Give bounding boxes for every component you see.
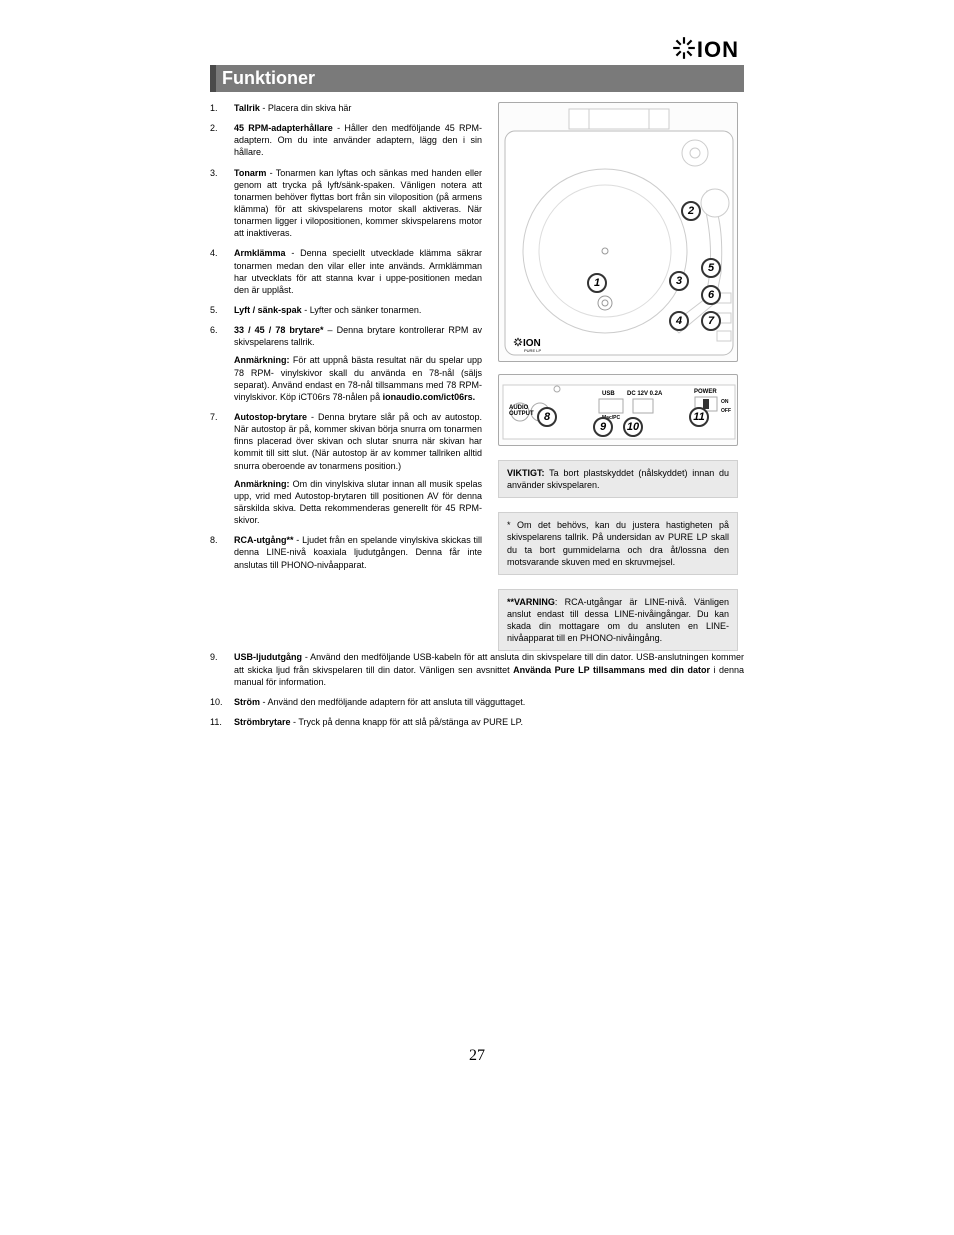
list-item-term: USB-ljudutgång	[234, 652, 302, 662]
warning-box: **VARNING: RCA-utgångar är LINE-nivå. Vä…	[498, 589, 738, 652]
callout-11: 11	[689, 407, 709, 427]
list-item-text: - Tonarmen kan lyftas och sänkas med han…	[234, 168, 482, 239]
power-label: POWER	[694, 389, 717, 395]
callout-1: 1	[587, 273, 607, 293]
list-item: Ström - Använd den medföljande adaptern …	[210, 696, 744, 708]
list-item-note: Anmärkning: Om din vinylskiva slutar inn…	[234, 478, 482, 527]
warning-label: **VARNING	[507, 597, 555, 607]
list-item: Tonarm - Tonarmen kan lyftas och sänkas …	[210, 167, 482, 240]
turntable-back-diagram: AUDIO OUTPUT USB DC 12V 0.2A POWER ON OF…	[498, 374, 738, 446]
important-box: VIKTIGT: Ta bort plastskyddet (nålskydde…	[498, 460, 738, 498]
list-item-term: Strömbrytare	[234, 717, 291, 727]
list-item-term: Autostop-brytare	[234, 412, 307, 422]
callout-10: 10	[623, 417, 643, 437]
list-item-term: RCA-utgång**	[234, 535, 294, 545]
list-item-term: Lyft / sänk-spak	[234, 305, 302, 315]
list-item: RCA-utgång** - Ljudet från en spelande v…	[210, 534, 482, 570]
section-title: Funktioner	[210, 65, 744, 92]
callout-5: 5	[701, 258, 721, 278]
list-item: Tallrik - Placera din skiva här	[210, 102, 482, 114]
list-item: Lyft / sänk-spak - Lyfter och sänker ton…	[210, 304, 482, 316]
list-item: USB-ljudutgång - Använd den medföljande …	[210, 651, 744, 687]
callout-3: 3	[669, 271, 689, 291]
audio-output-label: AUDIO OUTPUT	[509, 405, 534, 417]
list-item-text: - Lyfter och sänker tonarmen.	[302, 305, 422, 315]
callout-6: 6	[701, 285, 721, 305]
callout-7: 7	[701, 311, 721, 331]
brand-logo: ION	[671, 35, 739, 63]
usb-label: USB	[602, 391, 615, 397]
diagram-logo-small: ION PURE LP	[513, 337, 541, 353]
list-item: Armklämma - Denna speciellt utvecklade k…	[210, 247, 482, 296]
on-label: ON	[721, 399, 729, 405]
list-item-term: Tonarm	[234, 168, 266, 178]
page-number: 27	[469, 1047, 485, 1065]
list-item: Autostop-brytare - Denna brytare slår på…	[210, 411, 482, 526]
callout-8: 8	[537, 407, 557, 427]
note-box: * Om det behövs, kan du justera hastighe…	[498, 512, 738, 575]
callout-2: 2	[681, 201, 701, 221]
list-item-note: Anmärkning: För att uppnå bästa resultat…	[234, 354, 482, 403]
list-item-term: Ström	[234, 697, 260, 707]
list-item-inline-bold: Använda Pure LP tillsammans med din dato…	[513, 665, 710, 675]
off-label: OFF	[721, 408, 731, 414]
note-label: Anmärkning:	[234, 355, 290, 365]
callout-9: 9	[593, 417, 613, 437]
list-item-term: 45 RPM-adapterhållare	[234, 123, 333, 133]
list-item-term: Armklämma	[234, 248, 286, 258]
list-item-text: - Tryck på denna knapp för att slå på/st…	[291, 717, 523, 727]
note-label: Anmärkning:	[234, 479, 290, 489]
dc-label: DC 12V 0.2A	[627, 391, 662, 397]
list-item-text: - Placera din skiva här	[260, 103, 352, 113]
list-item: Strömbrytare - Tryck på denna knapp för …	[210, 716, 744, 728]
list-item-text: - Använd den medföljande adaptern för at…	[260, 697, 525, 707]
list-item-term: 33 / 45 / 78 brytare*	[234, 325, 323, 335]
brand-logo-text: ION	[697, 37, 739, 62]
list-item: 45 RPM-adapterhållare - Håller den medfö…	[210, 122, 482, 158]
note-link: ionaudio.com/ict06rs.	[383, 392, 476, 402]
list-item: 33 / 45 / 78 brytare* – Denna brytare ko…	[210, 324, 482, 403]
important-label: VIKTIGT:	[507, 468, 545, 478]
note-text: * Om det behövs, kan du justera hastighe…	[507, 520, 729, 566]
turntable-top-diagram: ION PURE LP 1 2 3 4 5 6 7	[498, 102, 738, 362]
callout-4: 4	[669, 311, 689, 331]
list-item-term: Tallrik	[234, 103, 260, 113]
